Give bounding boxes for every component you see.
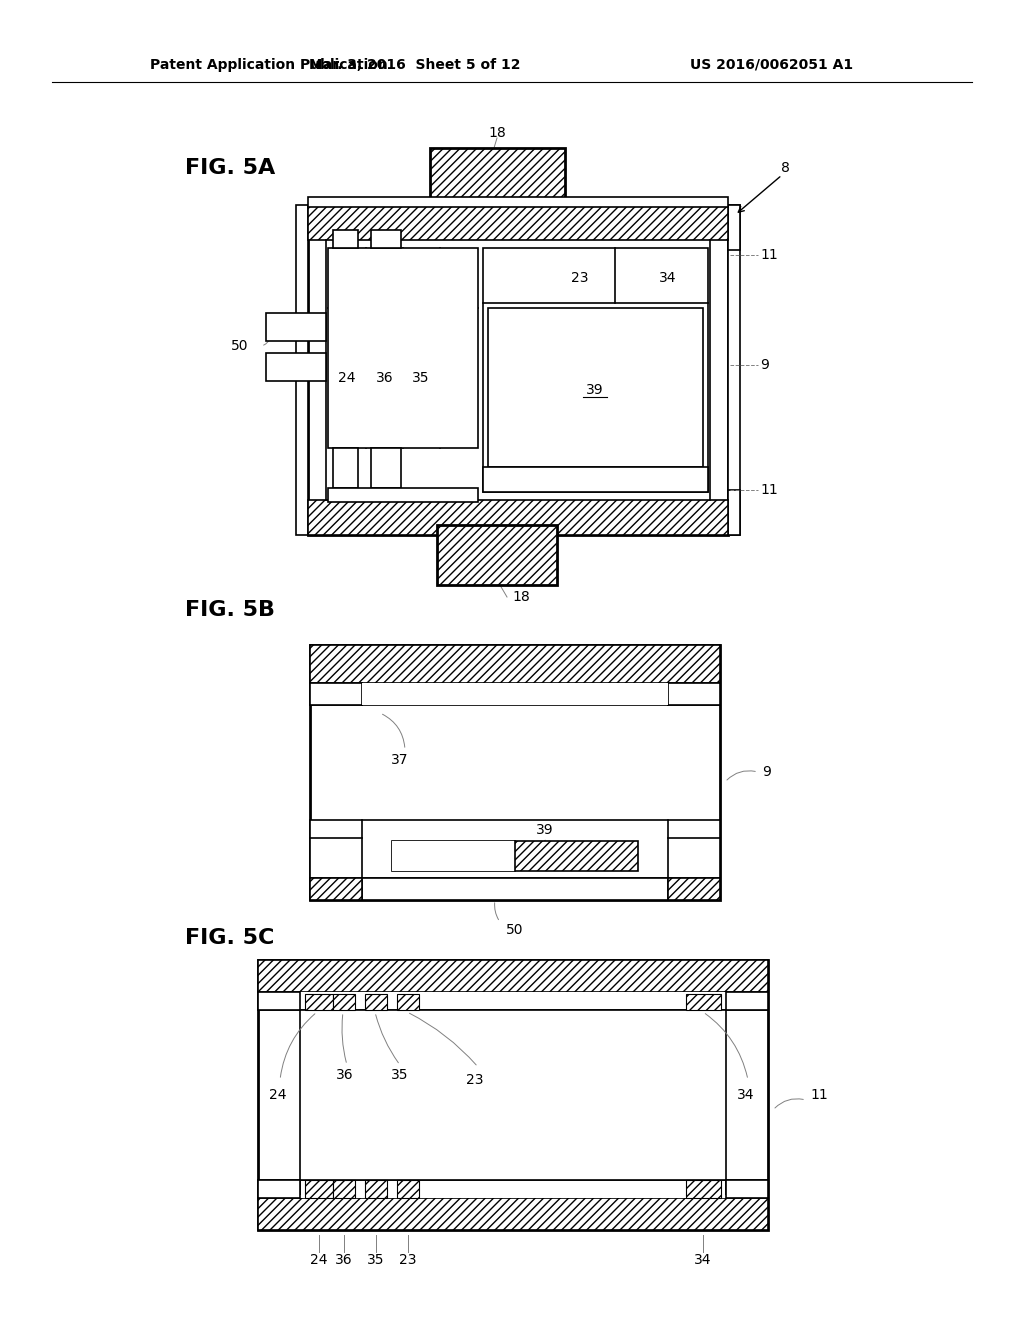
Text: FIG. 5A: FIG. 5A bbox=[185, 158, 275, 178]
Bar bbox=[362, 682, 668, 705]
Bar bbox=[310, 682, 362, 705]
Bar bbox=[365, 994, 387, 1010]
Bar bbox=[333, 447, 358, 488]
Bar bbox=[308, 205, 728, 240]
Bar bbox=[726, 1180, 768, 1199]
Bar bbox=[328, 248, 478, 447]
Bar bbox=[310, 645, 720, 900]
Text: 8: 8 bbox=[780, 161, 790, 176]
Text: 36: 36 bbox=[376, 371, 394, 385]
Bar bbox=[668, 682, 720, 705]
Bar bbox=[310, 820, 720, 878]
Bar bbox=[258, 993, 300, 1010]
Bar bbox=[333, 994, 355, 1010]
Bar bbox=[392, 841, 515, 871]
Text: 35: 35 bbox=[391, 1068, 409, 1082]
Text: Mar. 3, 2016  Sheet 5 of 12: Mar. 3, 2016 Sheet 5 of 12 bbox=[309, 58, 521, 73]
Text: 11: 11 bbox=[760, 483, 778, 498]
Bar bbox=[686, 994, 721, 1010]
Text: 23: 23 bbox=[571, 271, 589, 285]
Bar bbox=[258, 960, 768, 993]
Bar bbox=[488, 308, 703, 467]
Bar bbox=[397, 994, 419, 1010]
Bar bbox=[300, 1010, 726, 1180]
Text: 18: 18 bbox=[488, 125, 506, 140]
Text: 18: 18 bbox=[512, 590, 529, 605]
Bar bbox=[397, 1180, 419, 1199]
Bar bbox=[483, 248, 708, 492]
Bar bbox=[483, 467, 708, 492]
Text: 50: 50 bbox=[506, 923, 523, 937]
Bar bbox=[371, 230, 401, 248]
Bar bbox=[258, 960, 768, 1230]
Bar bbox=[310, 645, 720, 682]
Text: 36: 36 bbox=[336, 1068, 354, 1082]
Bar bbox=[328, 488, 478, 502]
Bar bbox=[726, 993, 768, 1010]
Text: 11: 11 bbox=[760, 248, 778, 261]
Bar bbox=[258, 1180, 300, 1199]
Text: 35: 35 bbox=[413, 371, 430, 385]
Bar bbox=[326, 240, 710, 500]
Text: 11: 11 bbox=[810, 1088, 827, 1102]
Text: 23: 23 bbox=[466, 1073, 483, 1086]
Bar bbox=[728, 205, 740, 249]
Text: 37: 37 bbox=[391, 752, 409, 767]
Bar bbox=[258, 993, 768, 995]
Text: FIG. 5B: FIG. 5B bbox=[185, 601, 275, 620]
Text: FIG. 5C: FIG. 5C bbox=[185, 928, 274, 948]
Text: 9: 9 bbox=[762, 766, 771, 779]
Text: 9: 9 bbox=[760, 358, 769, 372]
Text: 23: 23 bbox=[399, 1253, 417, 1267]
Bar bbox=[365, 1180, 387, 1199]
Bar bbox=[362, 878, 668, 900]
Bar bbox=[308, 197, 728, 207]
Bar bbox=[258, 1199, 768, 1230]
Bar bbox=[728, 490, 740, 535]
Text: 34: 34 bbox=[737, 1088, 755, 1102]
Bar bbox=[266, 352, 326, 381]
Bar bbox=[305, 994, 333, 1010]
Bar bbox=[266, 313, 326, 341]
Bar bbox=[333, 230, 358, 248]
Bar bbox=[728, 205, 740, 535]
Text: 24: 24 bbox=[338, 371, 355, 385]
Bar bbox=[430, 148, 565, 205]
Bar bbox=[308, 205, 728, 535]
Bar bbox=[686, 1180, 721, 1199]
Text: 24: 24 bbox=[269, 1088, 287, 1102]
Text: 39: 39 bbox=[537, 822, 554, 837]
Bar bbox=[371, 447, 401, 488]
Bar bbox=[392, 841, 638, 871]
Text: 50: 50 bbox=[230, 339, 248, 352]
Bar bbox=[258, 1195, 768, 1199]
Text: 24: 24 bbox=[310, 1253, 328, 1267]
Bar bbox=[305, 1180, 333, 1199]
Bar bbox=[668, 878, 720, 900]
Bar bbox=[437, 525, 557, 585]
Bar bbox=[296, 205, 308, 535]
Text: US 2016/0062051 A1: US 2016/0062051 A1 bbox=[690, 58, 853, 73]
Bar bbox=[308, 500, 728, 535]
Text: 39: 39 bbox=[586, 383, 604, 397]
Text: 34: 34 bbox=[659, 271, 677, 285]
Text: 34: 34 bbox=[694, 1253, 712, 1267]
Bar bbox=[310, 878, 362, 900]
Bar bbox=[333, 1180, 355, 1199]
Bar bbox=[310, 878, 720, 900]
Text: 35: 35 bbox=[368, 1253, 385, 1267]
Text: Patent Application Publication: Patent Application Publication bbox=[150, 58, 388, 73]
Text: 36: 36 bbox=[335, 1253, 353, 1267]
